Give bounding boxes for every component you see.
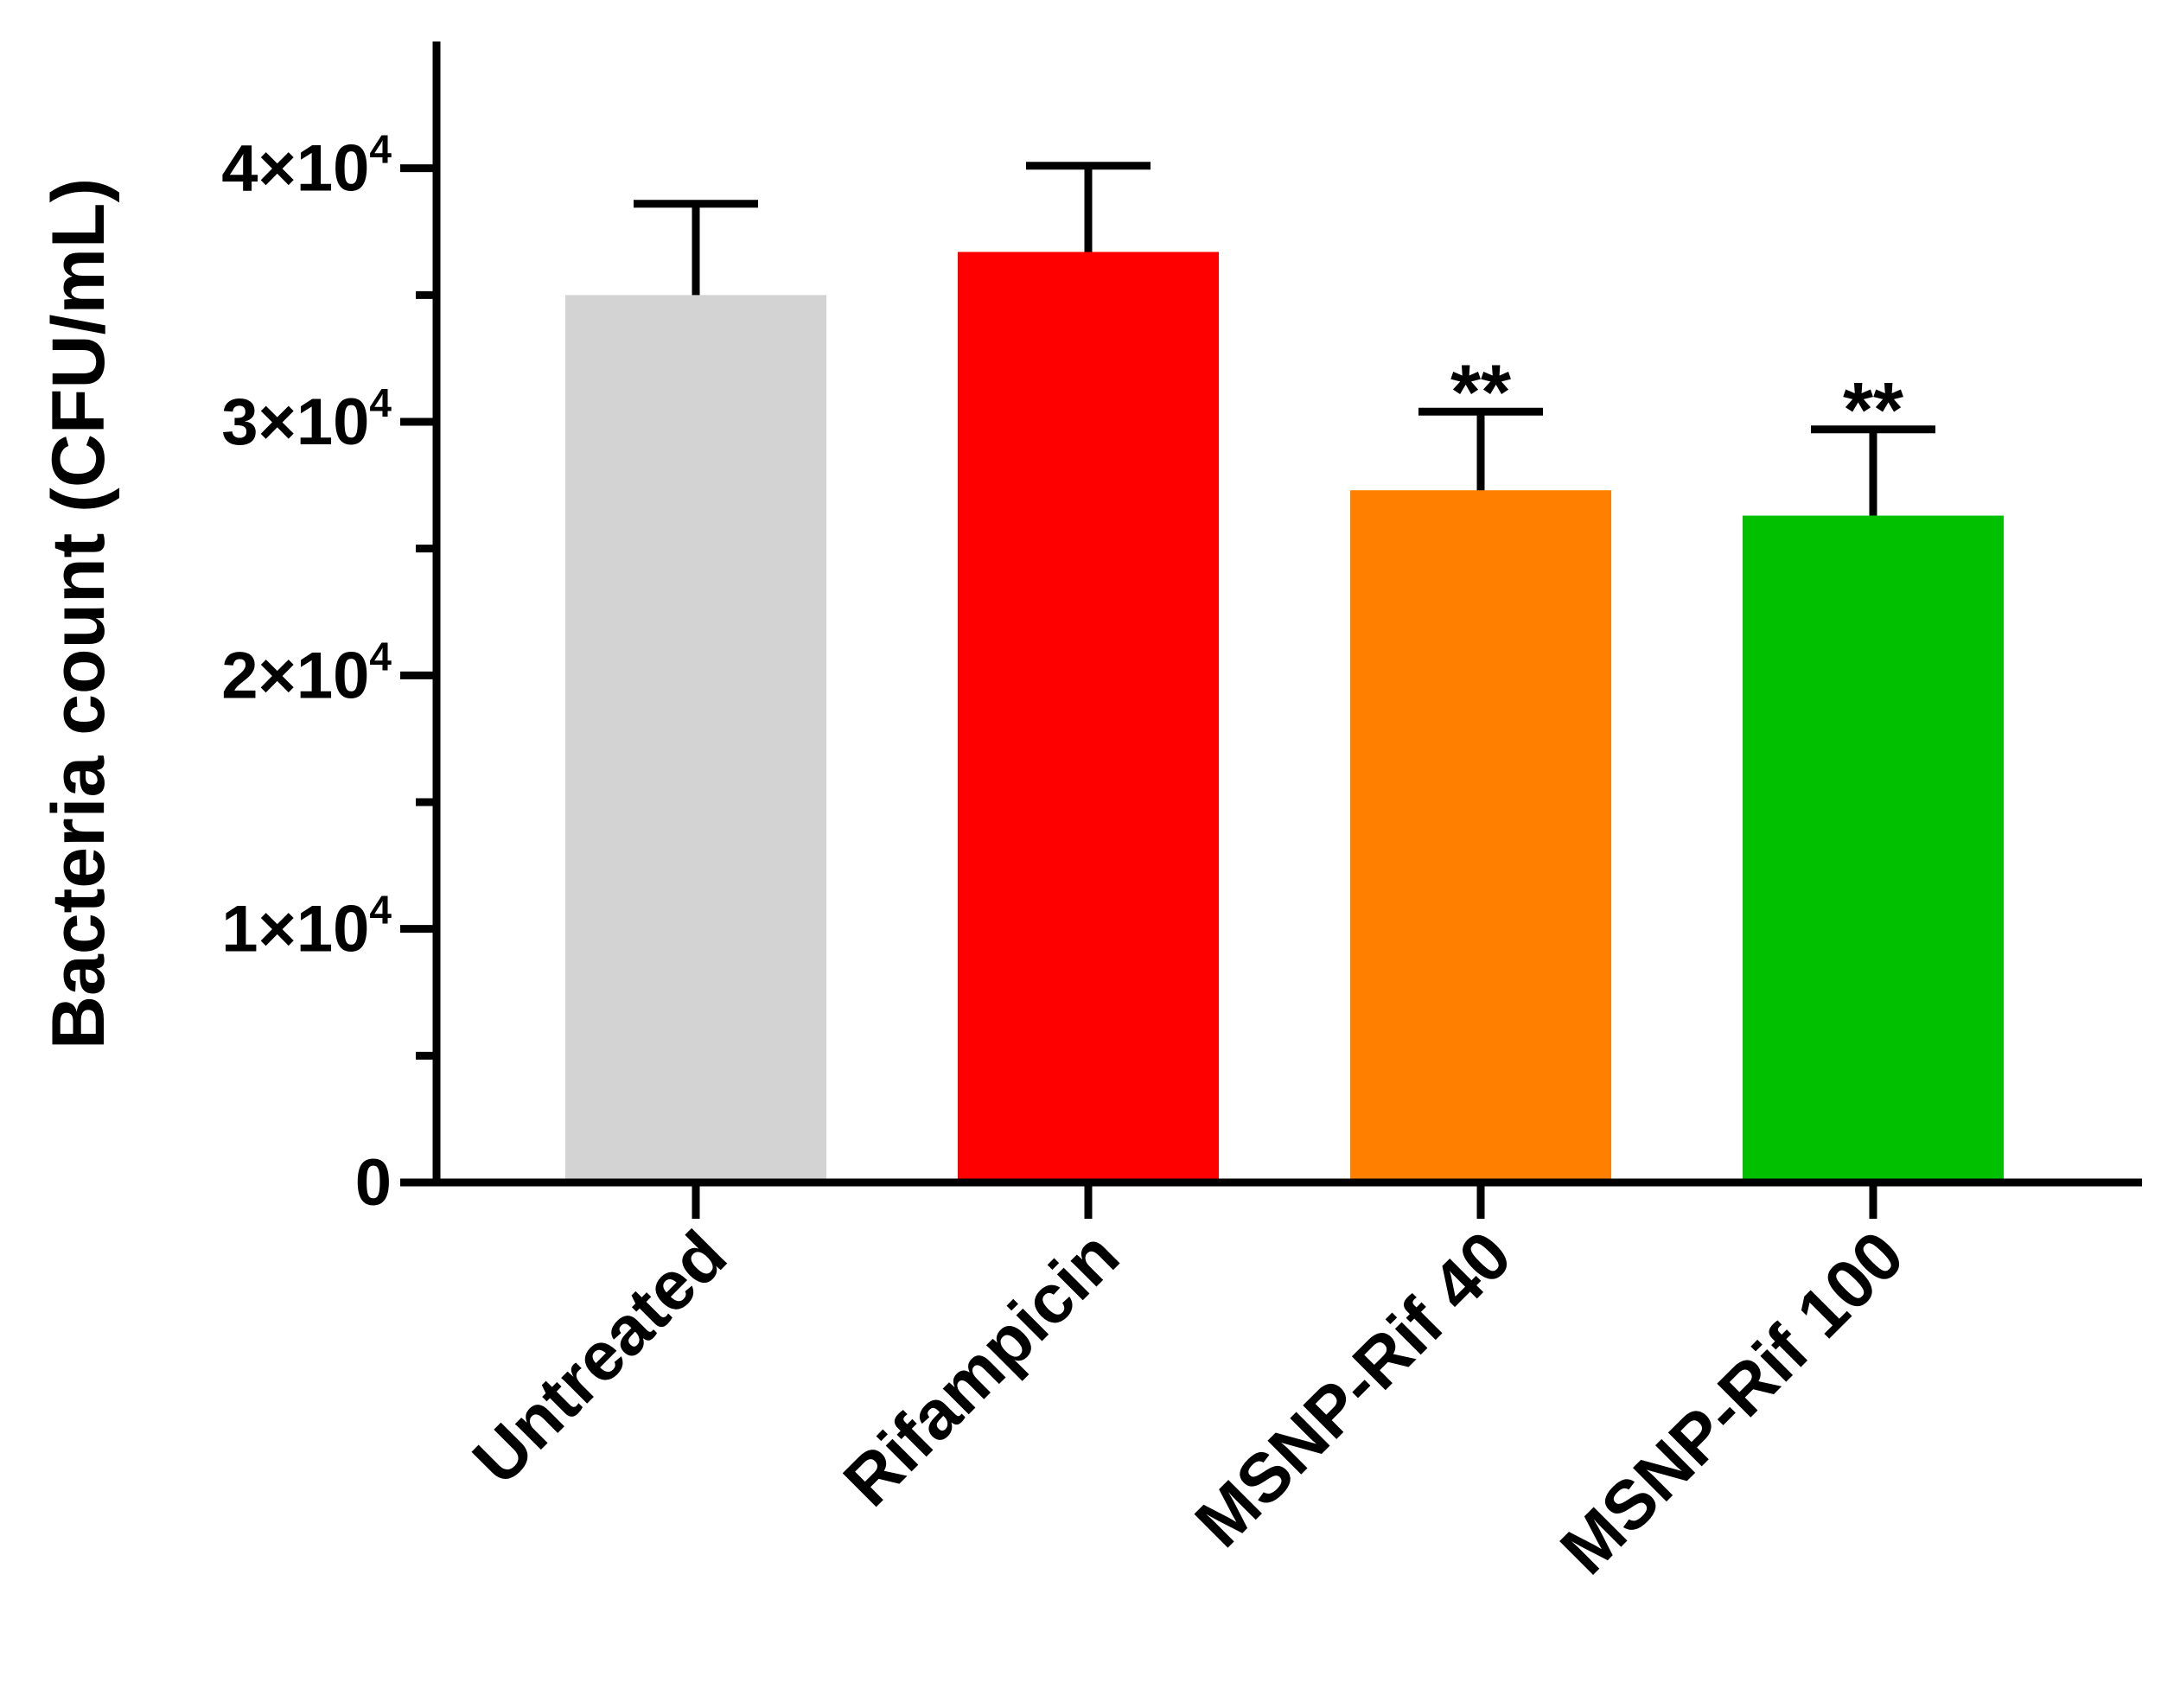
bar-msnp-rif-100 xyxy=(1743,515,2004,1182)
y-tick-mantissa: 1×10 xyxy=(221,893,369,966)
y-tick-mantissa: 2×10 xyxy=(221,639,369,712)
x-category-label: Untreated xyxy=(458,1216,741,1499)
y-tick-exponent: 4 xyxy=(369,888,392,933)
y-tick-mantissa: 0 xyxy=(355,1146,392,1220)
y-tick-mantissa: 4×10 xyxy=(221,132,369,206)
y-tick-exponent: 4 xyxy=(369,380,392,425)
x-category-label: MSNP-Rif 100 xyxy=(1546,1216,1918,1589)
error-bars-group: ** ** xyxy=(634,162,1935,516)
x-category-label: Rifampicin xyxy=(829,1216,1133,1520)
significance-label: ** xyxy=(1450,349,1511,436)
y-tick-label: 1×104 xyxy=(221,888,392,966)
significance-label: ** xyxy=(1843,367,1903,454)
bar-untreated xyxy=(565,295,826,1182)
y-axis-label: Bacteria count (CFU/mL) xyxy=(37,178,120,1049)
x-axis: Untreated Rifampicin MSNP-Rif 40 MSNP-Rif 1… xyxy=(400,1178,2142,1589)
bar-rifampicin xyxy=(958,252,1219,1182)
y-tick-exponent: 4 xyxy=(369,634,392,679)
bars-group xyxy=(565,252,2004,1182)
bar-msnp-rif-40 xyxy=(1350,490,1611,1182)
x-category-label: MSNP-Rif 40 xyxy=(1181,1216,1526,1561)
y-tick-exponent: 4 xyxy=(369,127,392,172)
y-tick-mantissa: 3×10 xyxy=(221,386,369,459)
y-tick-label: 2×104 xyxy=(221,634,392,712)
y-tick-label: 0 xyxy=(355,1146,392,1220)
y-tick-label: 3×104 xyxy=(221,380,392,459)
y-tick-label: 4×104 xyxy=(221,127,392,206)
